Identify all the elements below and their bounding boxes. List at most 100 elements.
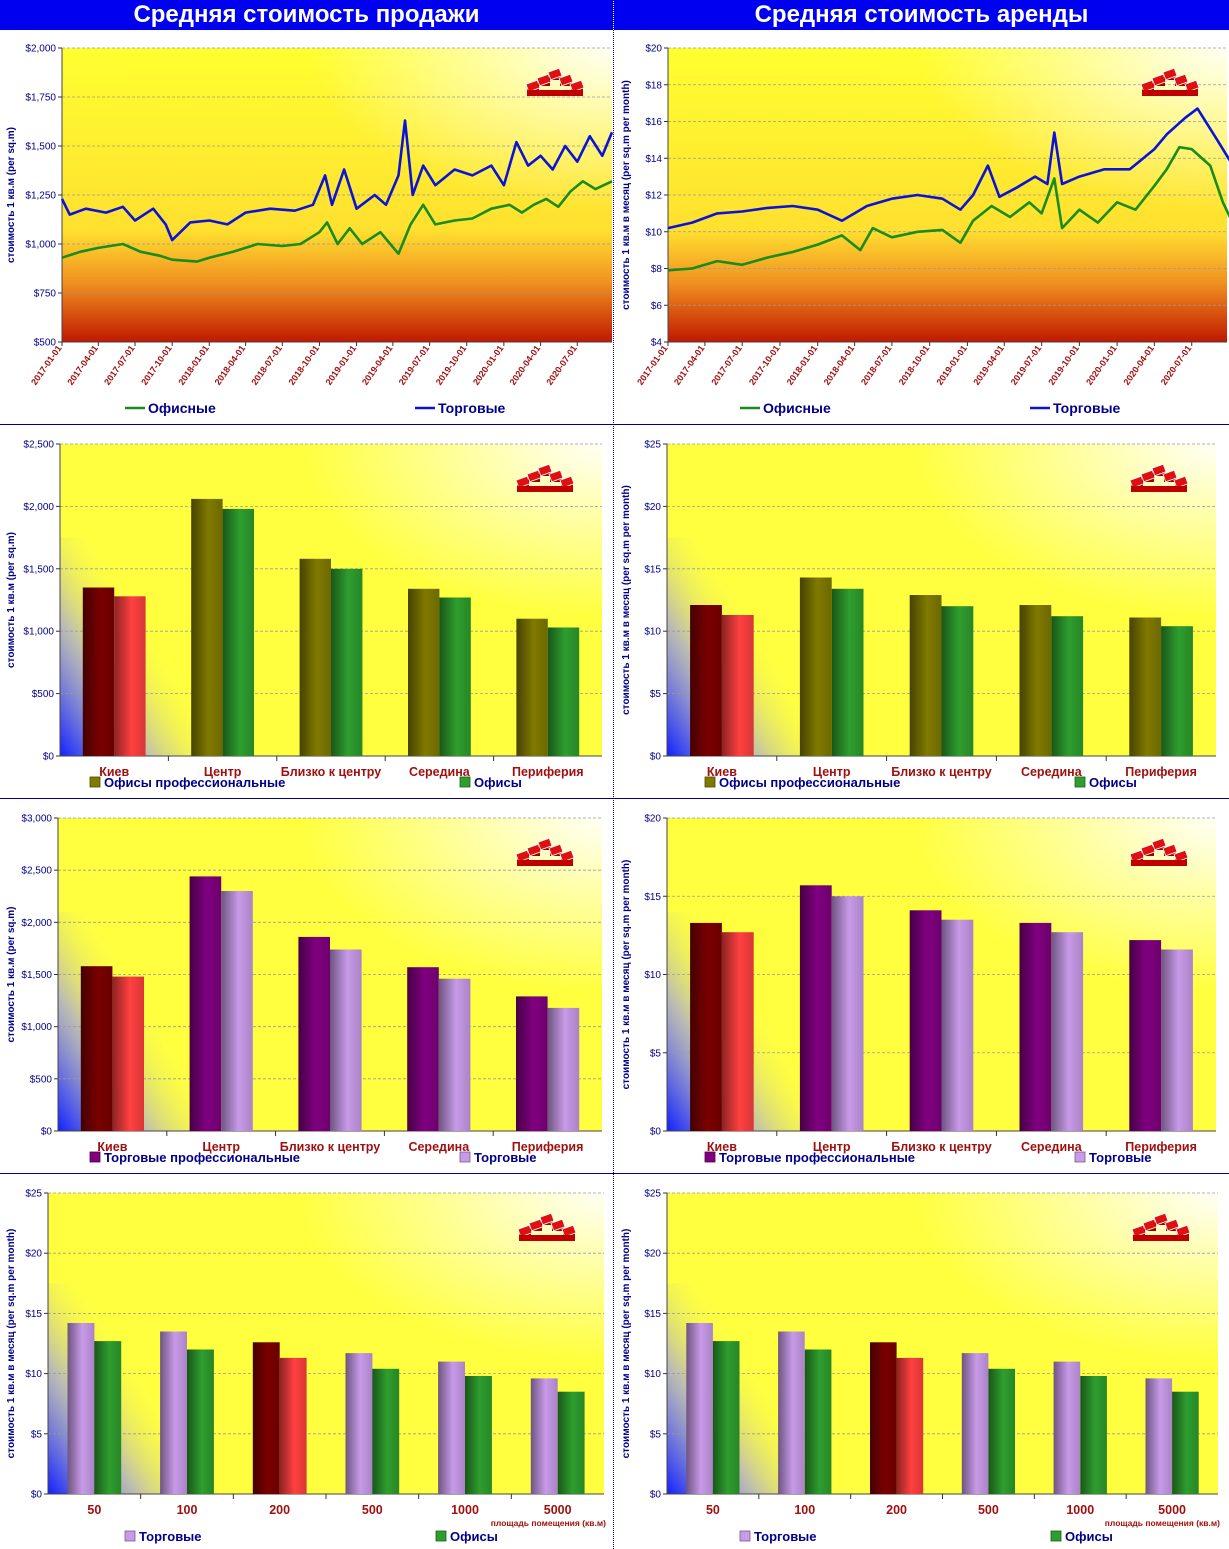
category-label: Середина <box>409 765 471 779</box>
logo-block <box>1173 73 1189 87</box>
x-tick-label: 2020-04-01 <box>508 343 543 386</box>
category-label: Центр <box>204 765 242 779</box>
category-label: 5000 <box>544 1503 572 1517</box>
category-label: Середина <box>1021 1140 1083 1154</box>
category-label: Близко к центру <box>281 765 382 779</box>
x-tick-label: 2017-07-01 <box>709 343 744 386</box>
series-line-1 <box>60 119 613 242</box>
logo-block <box>537 463 553 477</box>
bar-1-1 <box>222 508 254 756</box>
category-label: Близко к центру <box>280 1140 381 1154</box>
rent-price-timeline-chart: $4 $6 $8 $10 $12 $14 $16 $18 $20 стоимость 1 кв.м… <box>621 44 1229 416</box>
legend-swatch-1 <box>435 1530 447 1542</box>
legend-swatch-0 <box>739 1530 751 1542</box>
x-tick-label: 2020-01-01 <box>471 343 506 386</box>
bar-4-0 <box>438 1361 465 1494</box>
logo-base <box>517 486 573 492</box>
x-tick-label: 2019-04-01 <box>971 343 1006 386</box>
legend-label-0: Торговые <box>754 1529 817 1544</box>
company-logo <box>515 837 575 866</box>
bar-3-0 <box>407 967 439 1131</box>
company-logo <box>1129 837 1189 866</box>
bar-3-1 <box>439 597 471 756</box>
x-tick-label: 2019-10-01 <box>434 343 469 386</box>
category-label: Периферия <box>1125 1140 1197 1154</box>
bar-4-0 <box>516 996 548 1131</box>
rent-by-area-chart-left: $0 $5 $10 $15 $20 $25 стоимость 1 кв.м в месяц… <box>6 1189 606 1545</box>
bar-3-1 <box>1051 932 1084 1131</box>
y-tick-label: $2,500 <box>21 866 52 877</box>
x-tick-label: 2019-10-01 <box>1046 343 1081 386</box>
x-tick-label: 2019-07-01 <box>1009 343 1044 386</box>
y-tick-label: $1,750 <box>25 93 56 104</box>
bar-5-0 <box>530 1378 558 1494</box>
office-sale-by-district-chart: $0 $500 $1,000 $1,500 $2,000 $2,500 стоимость … <box>6 440 602 790</box>
bar-5-0 <box>1145 1378 1173 1494</box>
y-tick-label: $1,250 <box>25 191 56 202</box>
legend-label-1: Офисы <box>1065 1529 1113 1544</box>
x-tick-label: 2019-01-01 <box>934 343 969 386</box>
bar-1-0 <box>191 498 223 756</box>
x-tick-label: 2018-04-01 <box>822 343 857 386</box>
y-tick-label: $10 <box>25 1369 42 1380</box>
x-tick-label: 2017-07-01 <box>102 343 137 386</box>
logo-block <box>561 1224 577 1238</box>
logo-block <box>1164 1218 1180 1232</box>
sale-price-timeline-chart: $500 $750 $1,000 $1,250 $1,500 $1,750 $2,000 ст… <box>6 44 613 416</box>
y-tick-label: $0 <box>650 1490 662 1501</box>
bar-0-0 <box>690 605 722 756</box>
y-axis-label: стоимость 1 кв.м (per sq.m) <box>6 532 17 668</box>
bar-4-1 <box>547 627 580 756</box>
logo-block <box>1173 475 1189 489</box>
bar-2-0 <box>909 910 942 1131</box>
x-axis-label: площадь помещения (кв.м) <box>1105 1518 1220 1528</box>
category-label: Близко к центру <box>891 1140 992 1154</box>
y-tick-label: $8 <box>651 264 663 275</box>
logo-base <box>527 90 583 96</box>
category-label: Центр <box>813 1140 851 1154</box>
y-axis-label: стоимость 1 кв.м в месяц (per sq.m per m… <box>621 860 632 1090</box>
category-label: 200 <box>886 1503 907 1517</box>
y-tick-label: $4 <box>651 338 663 349</box>
x-tick-label: 2018-07-01 <box>859 343 894 386</box>
legend-label-0: Торговые профессиональные <box>719 1150 915 1165</box>
legend-swatch-1 <box>1074 776 1086 788</box>
logo-block <box>550 1218 566 1232</box>
y-tick-label: $3,000 <box>21 814 52 825</box>
x-tick-label: 2017-04-01 <box>672 343 707 386</box>
y-tick-label: $2,000 <box>25 44 56 55</box>
bar-2-0 <box>298 936 330 1131</box>
category-label: Киев <box>99 765 129 779</box>
bar-1-1 <box>221 891 253 1131</box>
y-tick-label: $2,000 <box>21 918 52 929</box>
category-label: 100 <box>794 1503 815 1517</box>
x-tick-label: 2019-04-01 <box>360 343 395 386</box>
x-tick-label: 2020-01-01 <box>1084 343 1119 386</box>
x-tick-label: 2018-10-01 <box>286 343 321 386</box>
y-tick-label: $25 <box>25 1189 42 1200</box>
bar-4-1 <box>465 1376 492 1494</box>
bar-3-1 <box>438 978 471 1131</box>
series-line-0 <box>667 145 1229 272</box>
bar-3-0 <box>408 588 440 756</box>
bar-0-0 <box>67 1323 95 1494</box>
legend-label-1: Офисы <box>450 1529 498 1544</box>
legend-swatch-0 <box>124 1530 136 1542</box>
y-axis-label: стоимость 1 кв.м в месяц (per sq.m per m… <box>621 1229 632 1459</box>
bar-3-1 <box>988 1368 1015 1494</box>
x-tick-label: 2019-01-01 <box>324 343 359 386</box>
bar-1-1 <box>831 896 864 1132</box>
x-tick-label: 2018-10-01 <box>897 343 932 386</box>
bar-3-0 <box>1019 605 1052 756</box>
bar-5-1 <box>1172 1391 1199 1494</box>
bar-0-0 <box>686 1323 713 1494</box>
legend-swatch-1 <box>1050 1530 1062 1542</box>
logo-block <box>1151 837 1167 851</box>
y-tick-label: $1,500 <box>21 970 52 981</box>
bar-2-0 <box>299 558 331 756</box>
bar-3-1 <box>1051 616 1084 756</box>
y-tick-label: $1,500 <box>25 142 56 153</box>
y-tick-label: $15 <box>644 564 661 575</box>
legend-swatch-0 <box>704 1151 716 1163</box>
logo-block <box>1173 849 1189 863</box>
